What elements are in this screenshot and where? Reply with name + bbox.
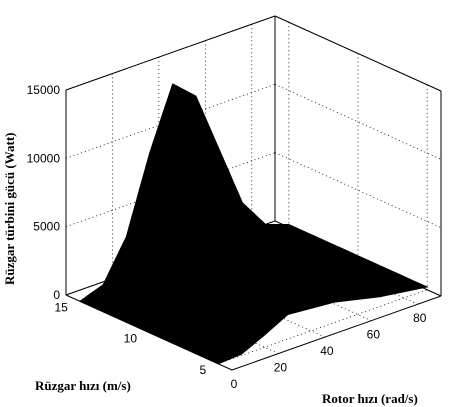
z-tick-label: 10000 bbox=[27, 151, 61, 165]
z-grid-line bbox=[65, 83, 276, 159]
x-tick-label: 80 bbox=[413, 311, 427, 325]
y-axis-label: Rüzgar hızı (m/s) bbox=[35, 378, 131, 393]
top-right-edge bbox=[274, 15, 442, 92]
z-tick-label: 15000 bbox=[27, 83, 61, 97]
y-tick-label: 15 bbox=[54, 300, 68, 314]
y-tick-label: 5 bbox=[199, 363, 206, 377]
x-tick-label: 0 bbox=[231, 377, 238, 391]
x-tick-label: 20 bbox=[274, 361, 288, 375]
axes-box bbox=[65, 15, 442, 371]
x-tick-label: 60 bbox=[367, 328, 381, 342]
top-back-edge bbox=[65, 15, 276, 91]
z-tick-label: 0 bbox=[53, 288, 60, 302]
x-axis-line bbox=[231, 295, 442, 371]
y-grid-line bbox=[218, 289, 428, 365]
x-axis-label: Rotor hızı (rad/s) bbox=[322, 391, 418, 406]
y-tick-label: 10 bbox=[124, 332, 138, 346]
z-tick-label: 5000 bbox=[33, 220, 60, 234]
z-grid-line bbox=[65, 152, 276, 228]
z-axis-label: Rüzgar türbini gücü (Watt) bbox=[2, 132, 17, 285]
power-surface bbox=[78, 83, 429, 365]
x-tick-label: 40 bbox=[320, 344, 334, 358]
